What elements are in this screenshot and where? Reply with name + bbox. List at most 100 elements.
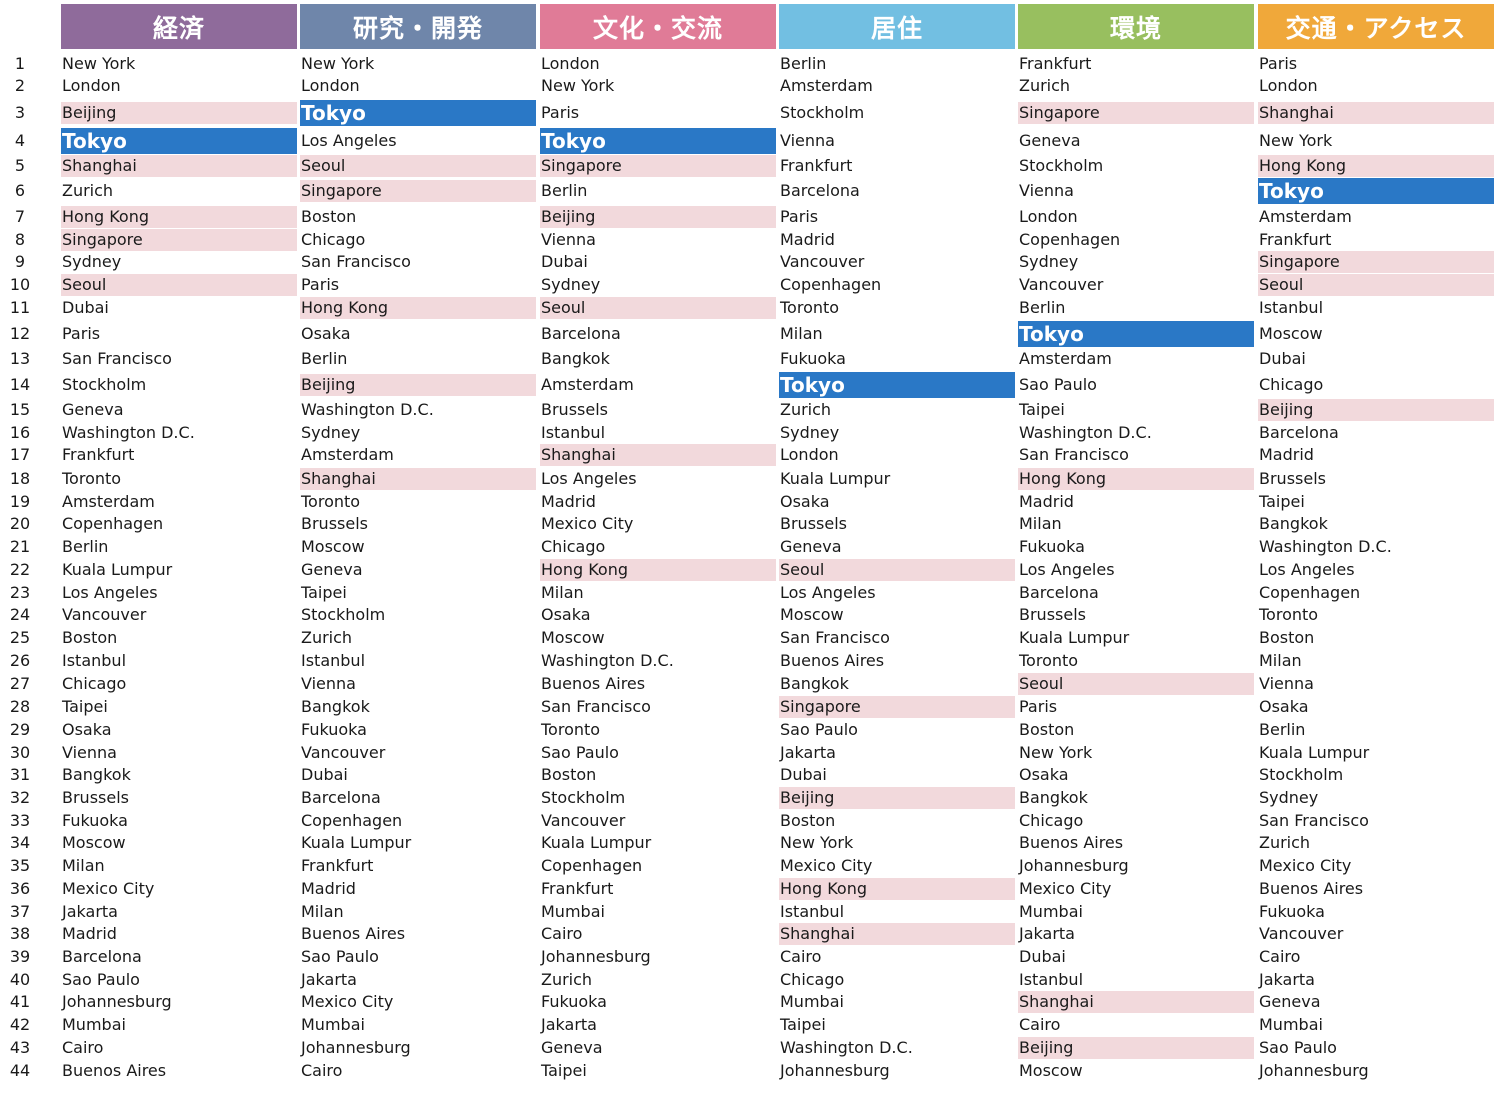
city-cell: Madrid [301, 879, 356, 898]
city-cell: Frankfurt [541, 879, 614, 898]
city-cell: Beijing [540, 206, 776, 228]
city-cell: Beijing [300, 374, 536, 396]
city-cell: Shanghai [779, 923, 1015, 945]
city-cell: Fukuoka [541, 992, 607, 1011]
city-cell: Osaka [541, 605, 591, 624]
city-cell: Osaka [780, 492, 830, 511]
city-cell: Zurich [541, 970, 593, 989]
city-cell: Chicago [62, 674, 127, 693]
city-cell: Bangkok [1019, 788, 1088, 807]
city-cell: Vancouver [1259, 924, 1344, 943]
rank-number: 39 [9, 947, 31, 966]
city-cell: Geneva [780, 537, 842, 556]
city-cell: Paris [62, 324, 101, 343]
rank-number: 33 [9, 811, 31, 830]
city-cell: Seoul [540, 297, 776, 319]
city-cell: New York [780, 833, 854, 852]
city-cell: Istanbul [301, 651, 366, 670]
rank-number: 38 [9, 924, 31, 943]
city-cell: Mumbai [541, 902, 605, 921]
rank-number: 2 [14, 76, 26, 95]
city-cell: Amsterdam [1259, 207, 1352, 226]
city-cell: Osaka [1019, 765, 1069, 784]
city-cell: Cairo [1019, 1015, 1061, 1034]
city-cell: Vienna [541, 230, 596, 249]
city-cell: Vienna [62, 743, 117, 762]
city-cell: Mumbai [780, 992, 844, 1011]
city-cell: Vancouver [1019, 275, 1104, 294]
rank-number: 14 [9, 375, 31, 394]
city-cell: Paris [541, 103, 580, 122]
city-cell: Beijing [1258, 399, 1494, 421]
city-cell: Cairo [1259, 947, 1301, 966]
city-cell: Sydney [541, 275, 601, 294]
rank-number: 34 [9, 833, 31, 852]
city-cell: Paris [1259, 54, 1298, 73]
city-cell: Kuala Lumpur [541, 833, 652, 852]
city-cell: Taipei [780, 1015, 826, 1034]
city-cell: Mumbai [1019, 902, 1083, 921]
city-cell: Toronto [62, 469, 122, 488]
city-cell: Barcelona [62, 947, 142, 966]
header-environment: 環境 [1018, 4, 1254, 49]
city-cell: Johannesburg [1019, 856, 1129, 875]
city-cell: Kuala Lumpur [62, 560, 173, 579]
city-cell: Berlin [301, 349, 348, 368]
city-cell: Frankfurt [62, 445, 135, 464]
city-cell: Moscow [780, 605, 844, 624]
city-cell: Boston [1259, 628, 1315, 647]
city-cell: San Francisco [1019, 445, 1129, 464]
rank-number: 21 [9, 537, 31, 556]
city-cell: Washington D.C. [62, 423, 195, 442]
city-cell: Vancouver [541, 811, 626, 830]
city-cell: Jakarta [1019, 924, 1075, 943]
city-cell: Mexico City [1019, 879, 1112, 898]
city-cell: Jakarta [301, 970, 357, 989]
city-cell: Bangkok [541, 349, 610, 368]
city-cell: Jakarta [541, 1015, 597, 1034]
city-cell: Sao Paulo [780, 720, 858, 739]
city-cell: Brussels [541, 400, 608, 419]
city-cell: New York [541, 76, 615, 95]
city-cell: Taipei [541, 1061, 587, 1080]
city-cell: Chicago [780, 970, 845, 989]
city-cell: Paris [301, 275, 340, 294]
city-cell: Taipei [301, 583, 347, 602]
rank-number: 42 [9, 1015, 31, 1034]
city-cell: Buenos Aires [780, 651, 885, 670]
rank-number: 8 [14, 230, 26, 249]
city-cell: Shanghai [300, 468, 536, 490]
city-cell: Shanghai [540, 444, 776, 466]
city-cell: Johannesburg [541, 947, 651, 966]
city-cell: Zurich [301, 628, 353, 647]
city-cell: Washington D.C. [541, 651, 674, 670]
city-cell: Dubai [301, 765, 348, 784]
rank-number: 13 [9, 349, 31, 368]
city-cell: Milan [780, 324, 823, 343]
city-cell: Tokyo [61, 128, 297, 154]
city-cell: Mexico City [541, 514, 634, 533]
city-cell: Dubai [1019, 947, 1066, 966]
city-cell: Cairo [780, 947, 822, 966]
city-cell: Seoul [779, 559, 1015, 581]
city-cell: Singapore [540, 155, 776, 177]
city-cell: Istanbul [1019, 970, 1084, 989]
city-cell: Fukuoka [1019, 537, 1085, 556]
city-cell: Barcelona [301, 788, 381, 807]
city-cell: Sydney [1019, 252, 1079, 271]
city-cell: Mumbai [301, 1015, 365, 1034]
city-cell: Osaka [1259, 697, 1309, 716]
city-cell: Tokyo [1018, 321, 1254, 347]
city-cell: Moscow [62, 833, 126, 852]
city-cell: Mumbai [1259, 1015, 1323, 1034]
rank-number: 4 [14, 131, 26, 150]
city-cell: Sydney [301, 423, 361, 442]
city-cell: Vancouver [62, 605, 147, 624]
city-cell: Los Angeles [1019, 560, 1115, 579]
city-cell: Istanbul [780, 902, 845, 921]
city-cell: Sydney [780, 423, 840, 442]
rank-number: 18 [9, 469, 31, 488]
city-cell: Stockholm [541, 788, 626, 807]
city-cell: Shanghai [61, 155, 297, 177]
